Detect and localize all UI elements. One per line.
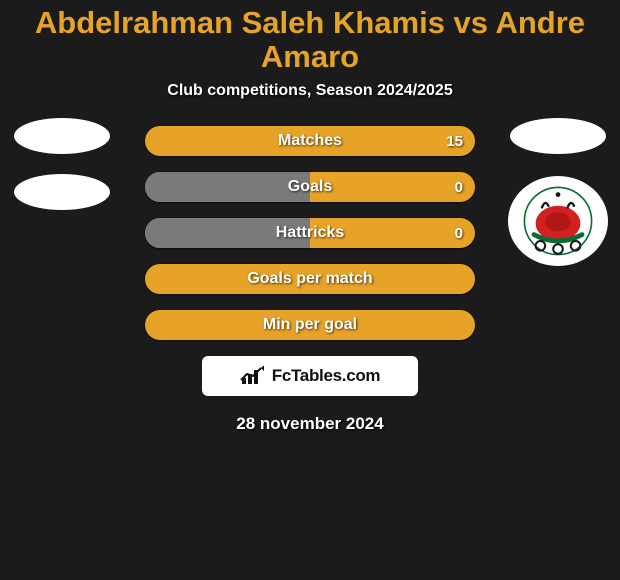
subtitle: Club competitions, Season 2024/2025 (0, 82, 620, 100)
infographic-date: 28 november 2024 (0, 414, 620, 434)
stat-label: Matches (145, 132, 475, 150)
player2-avatar (510, 118, 606, 154)
chart-icon (240, 366, 266, 386)
stat-label: Goals per match (145, 270, 475, 288)
brand-badge: FcTables.com (202, 356, 418, 396)
stat-row: Min per goal (145, 310, 475, 340)
brand-text: FcTables.com (272, 366, 381, 386)
player1-avatar (14, 118, 110, 154)
stat-row: Goals0 (145, 172, 475, 202)
stat-value-right: 0 (455, 172, 463, 202)
stat-label: Hattricks (145, 224, 475, 242)
club-badge-icon (518, 185, 598, 257)
stat-value-right: 0 (455, 218, 463, 248)
stat-row: Goals per match (145, 264, 475, 294)
stat-value-right: 15 (446, 126, 463, 156)
stat-label: Goals (145, 178, 475, 196)
title-text: Abdelrahman Saleh Khamis vs Andre Amaro (35, 5, 585, 74)
page-title: Abdelrahman Saleh Khamis vs Andre Amaro (12, 6, 608, 74)
player2-club-badge (508, 176, 608, 266)
stat-row: Hattricks0 (145, 218, 475, 248)
stat-label: Min per goal (145, 316, 475, 334)
stat-row: Matches15 (145, 126, 475, 156)
player1-club-avatar (14, 174, 110, 210)
